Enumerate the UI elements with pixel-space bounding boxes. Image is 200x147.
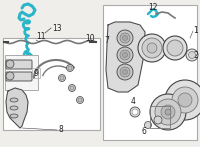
Circle shape [78,98,82,102]
Ellipse shape [10,106,18,110]
Text: 9: 9 [33,69,38,77]
Circle shape [147,43,157,53]
Ellipse shape [10,114,18,118]
Bar [150,106,170,128]
Circle shape [120,33,130,43]
Circle shape [117,47,133,63]
Text: 4: 4 [131,97,136,106]
Text: 6: 6 [142,127,147,136]
Text: 2: 2 [194,51,199,60]
Bar [3,38,100,130]
Circle shape [67,65,74,71]
Circle shape [167,40,183,56]
Text: 3: 3 [172,103,177,112]
Circle shape [161,105,175,119]
Text: 11: 11 [36,31,46,41]
Circle shape [70,86,74,90]
Circle shape [6,72,14,80]
Circle shape [122,52,128,57]
Circle shape [155,99,181,125]
Circle shape [77,96,84,103]
Circle shape [68,66,72,70]
Circle shape [120,67,130,77]
Text: 1: 1 [193,25,198,35]
Circle shape [144,122,152,128]
Polygon shape [6,88,28,128]
Text: 8: 8 [58,126,63,135]
Circle shape [117,30,133,46]
Text: 10: 10 [85,34,95,42]
Text: 12: 12 [148,2,158,11]
Text: 13: 13 [52,24,62,32]
Circle shape [69,85,76,91]
Circle shape [165,109,171,115]
Circle shape [186,49,198,61]
Circle shape [165,80,200,120]
Circle shape [154,116,162,124]
Ellipse shape [10,98,18,102]
Circle shape [150,94,186,130]
Circle shape [120,50,130,60]
FancyBboxPatch shape [6,72,32,81]
Polygon shape [106,22,145,92]
Circle shape [130,107,140,117]
Circle shape [122,70,128,75]
Bar [32,68,40,78]
FancyBboxPatch shape [6,60,32,69]
Circle shape [142,38,162,58]
Circle shape [6,60,14,68]
Circle shape [138,34,166,62]
Circle shape [188,51,196,59]
Bar [5,55,38,90]
Circle shape [117,64,133,80]
Circle shape [132,109,138,115]
Circle shape [172,87,198,113]
Circle shape [178,93,192,107]
Text: 7: 7 [104,35,109,45]
Circle shape [59,75,66,81]
Circle shape [60,76,64,80]
Text: 5: 5 [158,102,163,112]
Circle shape [163,36,187,60]
Bar [103,5,197,140]
Circle shape [122,35,128,41]
